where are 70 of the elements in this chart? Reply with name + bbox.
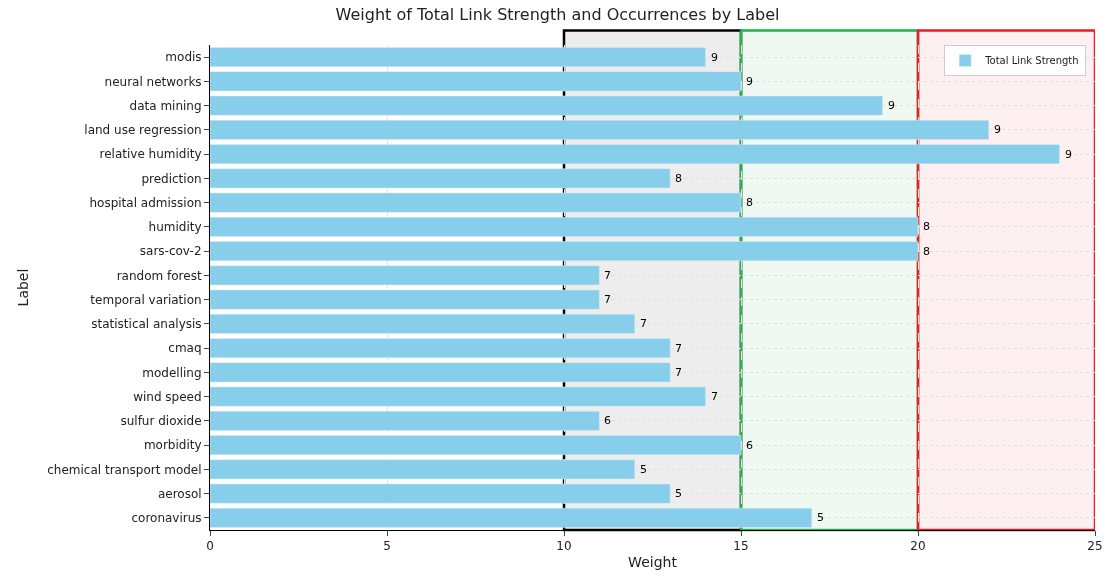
y-tick-label: statistical analysis [91,317,202,332]
bar [210,71,742,92]
y-tick-label: relative humidity [99,147,202,162]
bar [210,95,883,116]
x-tick-label: 20 [910,539,926,554]
annotation: 7 [711,390,718,403]
chart-title: Weight of Total Link Strength and Occurrences by Label [335,4,780,24]
bar [210,47,706,68]
bar [210,338,671,359]
annotation: 9 [888,99,895,112]
annotation: 8 [923,245,930,258]
bar [210,119,990,140]
bar [210,313,636,334]
x-tick-label: 25 [1087,539,1103,554]
annotation: 9 [711,51,718,64]
y-tick-label: aerosol [157,486,202,501]
annotation: 7 [604,269,611,282]
bar [210,459,636,480]
y-tick-label: wind speed [133,389,202,404]
legend-label: Total Link Strength [984,55,1079,67]
annotation: 5 [817,511,824,524]
y-tick-label: morbidity [143,438,202,453]
annotation: 9 [994,123,1001,136]
bar [210,483,671,504]
annotation: 7 [604,293,611,306]
bar [210,362,671,383]
y-tick-label: land use regression [84,123,202,138]
y-tick-label: humidity [148,220,202,235]
y-tick-label: sulfur dioxide [120,414,202,429]
annotation: 9 [1065,148,1072,161]
bar [210,410,600,431]
y-axis-title: Label [14,268,31,307]
annotation: 8 [675,172,682,185]
annotation: 7 [640,317,647,330]
annotation: 9 [746,75,753,88]
bar [210,144,1060,165]
x-tick-label: 0 [206,539,214,554]
bar [210,241,919,262]
bar [210,289,600,310]
annotation: 8 [746,196,753,209]
annotation: 7 [675,366,682,379]
bar [210,435,742,456]
bar [210,265,600,286]
bar [210,168,671,189]
annotation: 8 [923,220,930,233]
x-tick-label: 15 [733,539,749,554]
annotation: 7 [675,342,682,355]
bar [210,386,706,407]
y-tick-label: temporal variation [90,292,202,307]
annotation: 6 [604,414,611,427]
y-tick-label: sars-cov-2 [139,244,202,259]
y-tick-label: data mining [129,98,202,113]
bar [210,216,919,237]
x-axis-title: Weight [628,553,678,570]
bar [210,192,742,213]
y-tick-label: prediction [141,171,202,186]
y-tick-label: neural networks [104,74,202,89]
y-tick-label: modis [165,50,202,65]
x-tick-label: 10 [556,539,572,554]
y-tick-label: chemical transport model [47,462,202,477]
annotation: 5 [675,487,682,500]
annotation: 5 [640,463,647,476]
y-tick-label: coronavirus [131,511,202,526]
y-tick-label: hospital admission [89,195,202,210]
x-tick-label: 5 [383,539,391,554]
y-tick-label: modelling [142,365,202,380]
bar [210,507,813,528]
y-tick-label: cmaq [168,341,202,356]
y-tick-label: random forest [116,268,202,283]
annotation: 6 [746,439,753,452]
